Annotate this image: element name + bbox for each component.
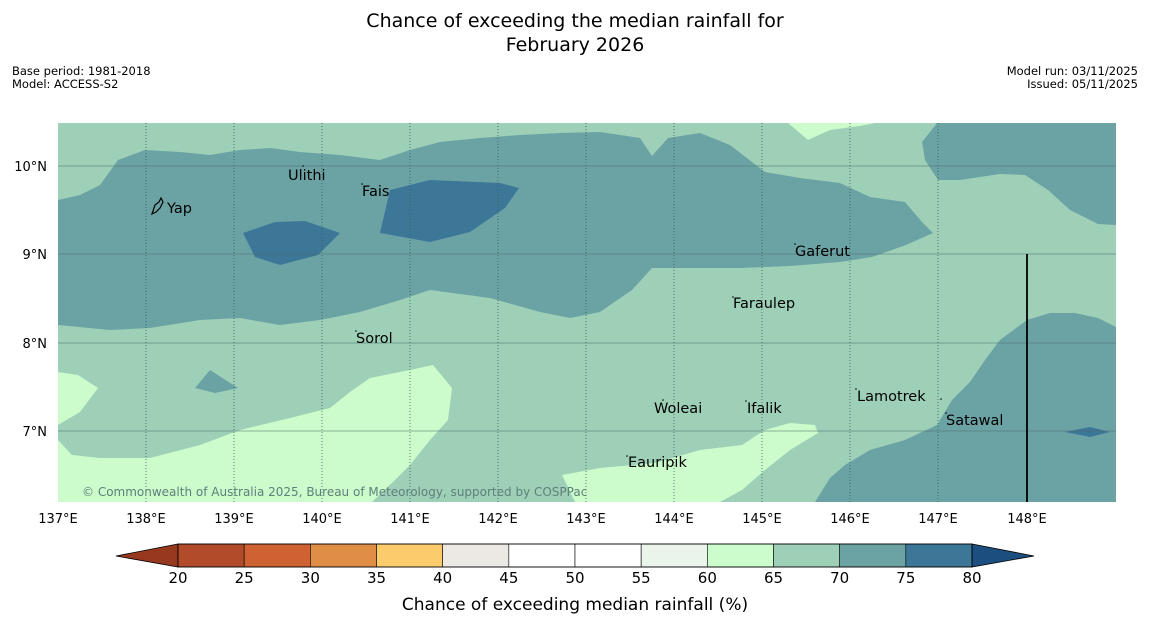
colorbar-segment — [310, 543, 377, 568]
contour-60-65-north — [788, 123, 875, 140]
colorbar-tick-label: 70 — [830, 569, 849, 587]
chart-title-line1: Chance of exceeding the median rainfall … — [366, 10, 784, 32]
colorbar-segment — [243, 543, 311, 568]
colorbar-tick-label: 55 — [632, 569, 651, 587]
lon-tick-label: 146°E — [830, 512, 870, 527]
lon-tick-label: 147°E — [918, 512, 958, 527]
place-label-ulithi: Ulithi — [288, 168, 326, 184]
place-label-satawal: Satawal — [946, 413, 1003, 429]
contour-70-75-southeast — [815, 313, 1116, 502]
colorbar-segment — [376, 543, 443, 568]
colorbar-segments — [177, 543, 973, 568]
place-label-eauripik: Eauripik — [628, 455, 687, 471]
colorbar-segment — [905, 543, 973, 568]
colorbar: 20 25 30 35 40 45 50 55 60 65 70 75 80 Chance of exc… — [115, 543, 1035, 615]
lon-tick-label: 138°E — [126, 512, 166, 527]
lon-tick-label: 145°E — [742, 512, 782, 527]
colorbar-under-arrow — [115, 543, 179, 568]
place-label-fais: Fais — [362, 184, 389, 200]
map-area: Ulithi Fais Yap Gaferut Faraulep Sorol W… — [58, 123, 1116, 502]
lon-tick-label: 148°E — [1007, 512, 1047, 527]
chart-title-line2: February 2026 — [505, 34, 645, 56]
colorbar-title: Chance of exceeding median rainfall (%) — [402, 595, 748, 615]
model-text: Model: ACCESS-S2 — [12, 77, 119, 91]
contour-70-75-north — [58, 132, 933, 330]
meridian-lines — [145, 123, 939, 502]
colorbar-tick-label: 60 — [698, 569, 717, 587]
parallel-lines — [58, 165, 1116, 432]
colorbar-tick-label: 75 — [896, 569, 915, 587]
place-label-faraulep: Faraulep — [733, 296, 795, 312]
contour-75-80-east — [1065, 427, 1110, 437]
lat-tick-label: 10°N — [14, 160, 47, 175]
place-label-lamotrek: Lamotrek — [857, 389, 926, 405]
island-dots — [302, 165, 947, 457]
lon-tick-label: 144°E — [654, 512, 694, 527]
colorbar-tick-label: 65 — [764, 569, 783, 587]
longitude-tick-labels: 137°E 138°E 139°E 140°E 141°E 142°E 143°… — [38, 512, 1047, 527]
contour-60-65-southwest — [58, 365, 452, 502]
place-label-ifalik: Ifalik — [747, 401, 782, 417]
colorbar-outline — [177, 543, 973, 568]
colorbar-over-arrow — [971, 543, 1035, 568]
lat-tick-label: 8°N — [23, 337, 48, 352]
lon-tick-label: 141°E — [390, 512, 430, 527]
latitude-tick-labels: 10°N 9°N 8°N 7°N — [14, 160, 47, 440]
colorbar-segment — [839, 543, 907, 568]
base-period-text: Base period: 1981-2018 — [12, 64, 151, 78]
contour-60-65-south — [562, 423, 818, 502]
colorbar-tick-label: 20 — [168, 569, 187, 587]
credit-text: © Commonwealth of Australia 2025, Bureau… — [82, 485, 587, 499]
info-left: Base period: 1981-2018 Model: ACCESS-S2 — [12, 65, 151, 91]
colorbar-tick-label: 80 — [962, 569, 981, 587]
colorbar-tick-labels: 20 25 30 35 40 45 50 55 60 65 70 75 80 — [168, 569, 981, 587]
colorbar-segment — [773, 543, 840, 568]
lon-tick-label: 139°E — [214, 512, 254, 527]
info-right: Model run: 03/11/2025 Issued: 05/11/2025 — [1007, 65, 1138, 91]
colorbar-segment — [177, 543, 245, 568]
lat-tick-label: 9°N — [23, 248, 48, 263]
colorbar-segment — [707, 543, 774, 568]
colorbar-tick-label: 25 — [235, 569, 254, 587]
colorbar-segment — [508, 543, 576, 568]
contour-60-65-west — [58, 372, 98, 425]
colorbar-tick-label: 30 — [301, 569, 320, 587]
colorbar-segment — [442, 543, 510, 568]
model-run-text: Model run: 03/11/2025 — [1006, 64, 1138, 78]
place-label-yap: Yap — [166, 201, 192, 217]
lon-tick-label: 140°E — [302, 512, 342, 527]
colorbar-tick-label: 35 — [367, 569, 386, 587]
colorbar-segment — [574, 543, 642, 568]
contour-70-75-small — [195, 370, 238, 393]
lon-tick-label: 142°E — [478, 512, 518, 527]
colorbar-tick-label: 45 — [499, 569, 518, 587]
place-label-gaferut: Gaferut — [795, 244, 850, 260]
issued-text: Issued: 05/11/2025 — [1027, 77, 1138, 91]
colorbar-tick-label: 40 — [433, 569, 452, 587]
lon-tick-label: 143°E — [566, 512, 606, 527]
colorbar-segment — [640, 543, 708, 568]
contour-75-80-central — [380, 180, 519, 242]
lat-tick-label: 7°N — [23, 425, 48, 440]
lon-tick-label: 137°E — [38, 512, 78, 527]
colorbar-tick-label: 50 — [565, 569, 584, 587]
place-label-woleai: Woleai — [654, 401, 702, 417]
place-label-sorol: Sorol — [356, 331, 393, 347]
contour-70-75-northeast — [922, 123, 1116, 225]
yap-island-shape — [150, 196, 164, 216]
